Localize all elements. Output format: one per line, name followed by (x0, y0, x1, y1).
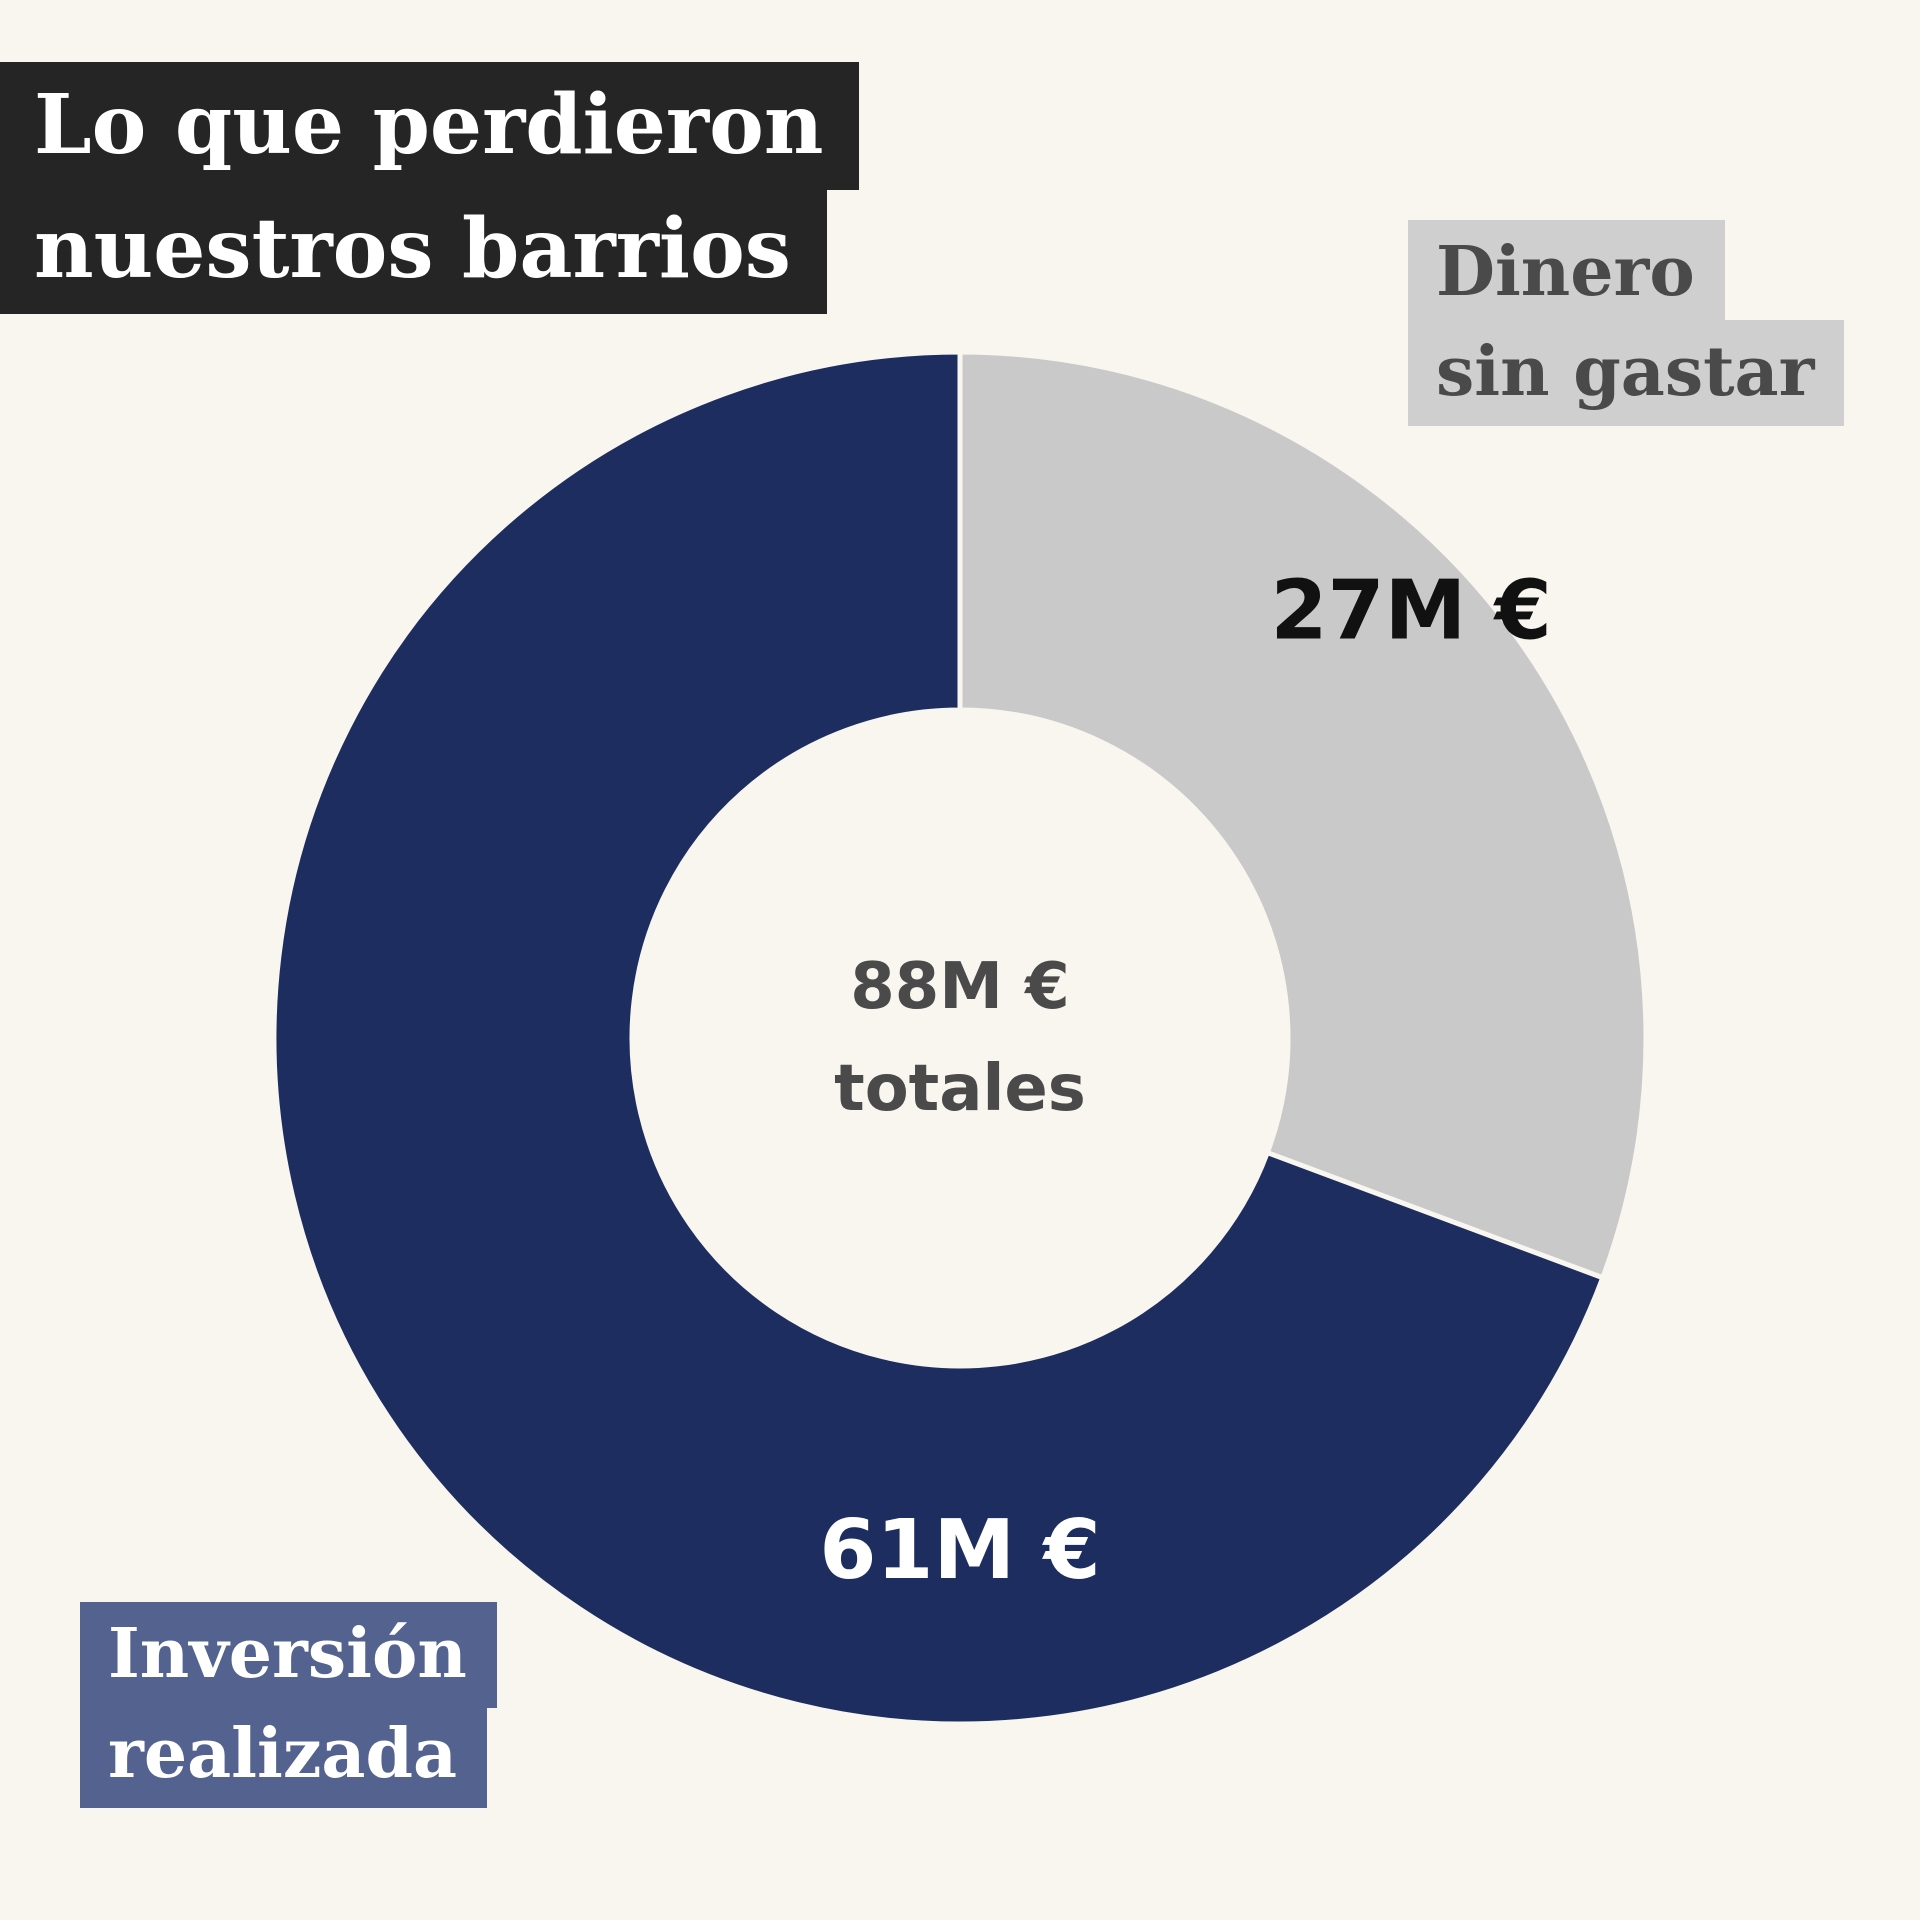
legend-label-invested-line-2: realizada (80, 1702, 488, 1808)
center-total-value: 88M € (850, 950, 1070, 1024)
legend-label-unspent: Dinero sin gastar (1408, 220, 1845, 426)
chart-title: Lo que perdieron nuestros barrios (0, 62, 860, 314)
slice-value-label-unspent: 27M € (1270, 564, 1551, 659)
slice-value-label-invested: 61M € (819, 1503, 1100, 1598)
donut-slice-invested (271, 349, 1606, 1727)
legend-label-invested-line-1: Inversión (80, 1602, 497, 1708)
legend-label-unspent-line-1: Dinero (1408, 220, 1725, 326)
donut-slice-unspent (957, 349, 1649, 1281)
center-total-caption: totales (834, 1052, 1086, 1126)
donut-slices (271, 349, 1649, 1727)
chart-title-line-1: Lo que perdieron (0, 62, 860, 190)
legend-label-unspent-line-2: sin gastar (1408, 320, 1845, 426)
chart-title-line-2: nuestros barrios (0, 186, 827, 314)
legend-label-invested: Inversión realizada (80, 1602, 497, 1808)
donut-slice-labels: 27M € 61M € (819, 564, 1551, 1598)
